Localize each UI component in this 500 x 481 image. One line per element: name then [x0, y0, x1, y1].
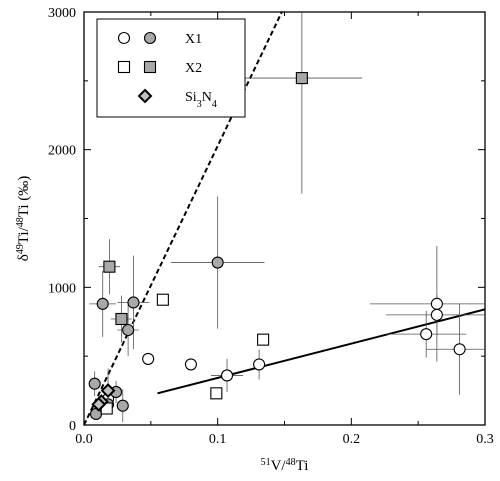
x-tick-label: 0.2 [343, 432, 361, 447]
x1-point [116, 399, 129, 412]
x-tick-label: 0.0 [75, 432, 93, 447]
x1-point [211, 256, 224, 269]
x2-point [115, 312, 128, 326]
x1-point [420, 328, 433, 341]
y-tick-label: 0 [69, 419, 76, 434]
x2-point [156, 293, 169, 306]
x-axis-title: 51V/48Ti [261, 457, 309, 475]
x1-point [220, 369, 234, 382]
x1-point [88, 377, 101, 390]
legend-marker [143, 31, 157, 45]
x1-point [253, 358, 266, 371]
x1-point [96, 297, 109, 310]
si3n4-point [100, 383, 116, 398]
x1-point [122, 323, 135, 337]
x2-point [210, 387, 223, 400]
axis-ticks: 0.0 0.1 0.2 0.3 0 1000 2000 3000 [48, 6, 494, 447]
x2-point [103, 260, 116, 273]
x1-point [430, 297, 443, 310]
x1-point [127, 296, 140, 309]
y-axis-title: δ49Ti/48Ti (‰) [15, 176, 33, 262]
x1-point [453, 343, 466, 356]
legend-marker [117, 31, 131, 45]
data-points [88, 72, 466, 421]
legend-marker [143, 60, 157, 74]
x-tick-label: 0.1 [209, 432, 227, 447]
x1-point [430, 308, 443, 321]
legend-label: Si3N4 [185, 90, 217, 110]
legend-label: X2 [185, 61, 202, 76]
legend: X1 X2 Si3N4 [96, 18, 246, 118]
dashed-trend-line [84, 12, 283, 425]
y-tick-label: 2000 [48, 144, 76, 159]
solid-trend-line [157, 308, 485, 395]
x-tick-label: 0.3 [476, 432, 494, 447]
legend-marker [137, 88, 153, 104]
si3n4-point [91, 396, 107, 412]
fit-lines [84, 12, 485, 425]
y-tick-label: 3000 [48, 6, 76, 21]
x1-point [184, 358, 197, 371]
x2-point [257, 333, 270, 346]
x1-point [142, 352, 155, 365]
x2-point [295, 72, 308, 85]
legend-marker [117, 60, 131, 74]
legend-label: X1 [185, 32, 202, 47]
y-tick-label: 1000 [48, 281, 76, 296]
